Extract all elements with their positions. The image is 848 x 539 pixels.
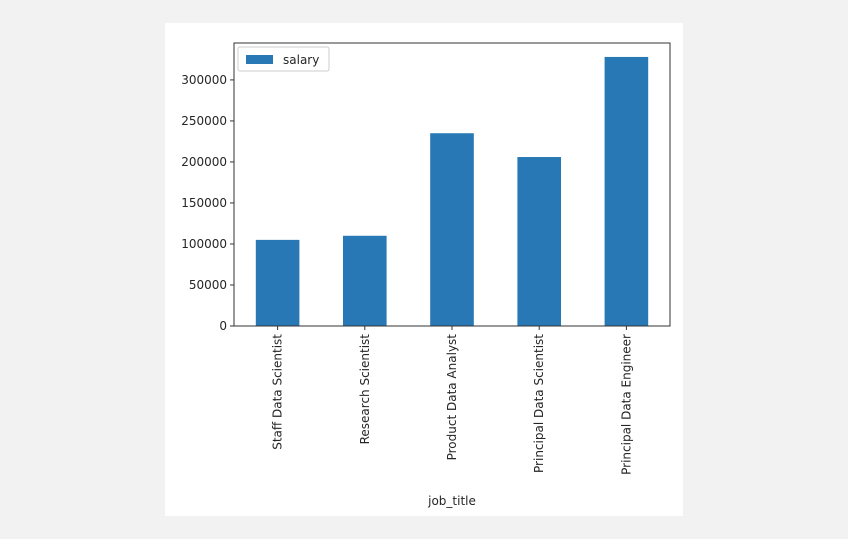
y-tick-label: 200000: [181, 155, 227, 169]
y-tick-label: 0: [219, 319, 227, 333]
bars-layer: [255, 56, 649, 326]
plot-frame: [233, 42, 671, 327]
legend-label: salary: [283, 53, 319, 67]
x-tick-label: Principal Data Scientist: [532, 334, 546, 473]
x-tick-label: Product Data Analyst: [445, 334, 459, 461]
bar-4: [517, 157, 561, 326]
x-axis: Staff Data Scientist Research Scientist Pr…: [271, 326, 633, 475]
chart-figure: 0 50000 100000 150000 200000 250000 300000 Sta…: [165, 23, 683, 516]
legend: salary: [237, 46, 330, 72]
x-tick-label: Research Scientist: [358, 334, 372, 445]
x-tick-label: Staff Data Scientist: [271, 334, 285, 450]
x-axis-title: job_title: [427, 494, 476, 508]
bar-3: [430, 133, 474, 326]
x-tick-label: Principal Data Engineer: [619, 334, 633, 475]
legend-swatch: [246, 55, 273, 64]
y-tick-label: 150000: [181, 196, 227, 210]
y-tick-label: 250000: [181, 114, 227, 128]
bar-chart: 0 50000 100000 150000 200000 250000 300000 Sta…: [181, 42, 671, 508]
y-tick-label: 300000: [181, 73, 227, 87]
y-tick-label: 100000: [181, 237, 227, 251]
legend-box: [237, 46, 330, 72]
y-tick-label: 50000: [189, 278, 227, 292]
bar-2: [343, 235, 387, 326]
bar-1: [255, 239, 300, 326]
y-axis: 0 50000 100000 150000 200000 250000 300000: [181, 73, 234, 333]
bar-5: [604, 56, 649, 326]
